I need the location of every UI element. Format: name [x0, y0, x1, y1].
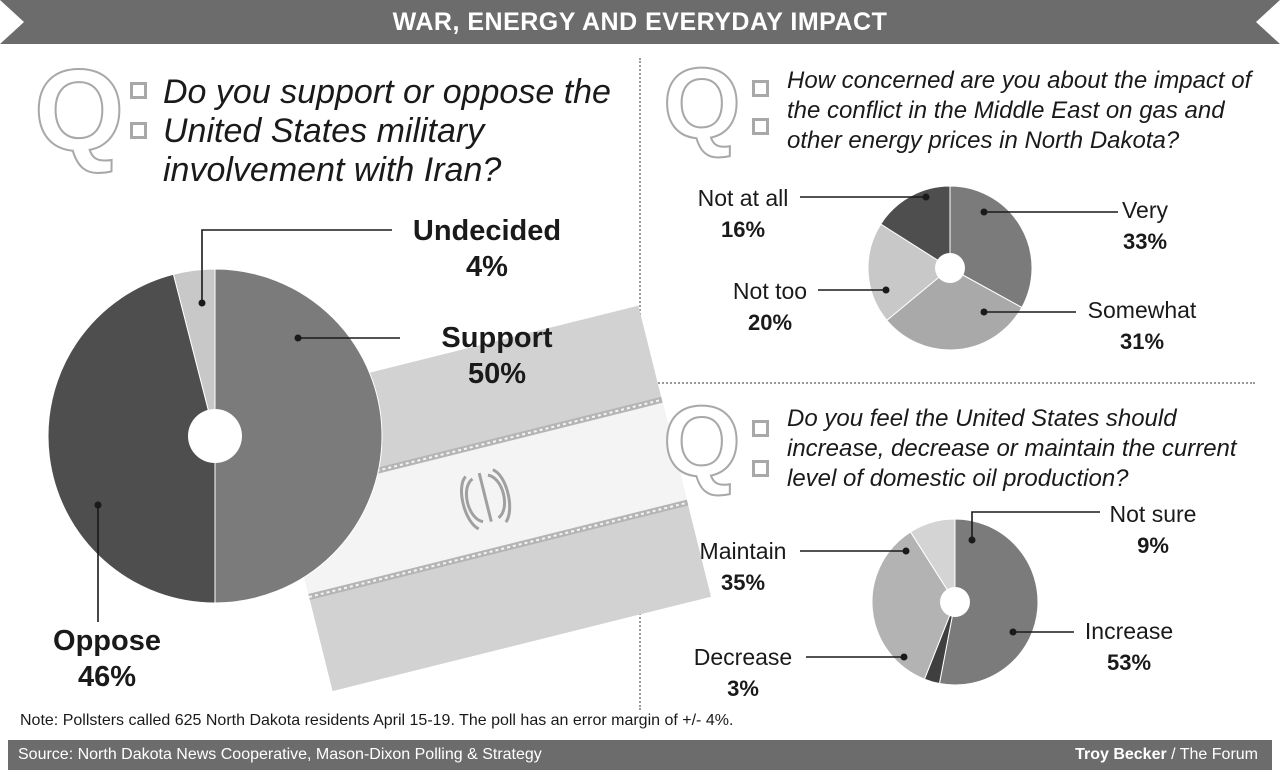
label-name: Not sure — [1109, 501, 1197, 527]
pie-slice-not-too — [867, 223, 951, 321]
pie-center-hole — [188, 409, 242, 463]
pie-slice-support — [214, 268, 383, 604]
label-value: 31% — [1119, 329, 1165, 354]
pie-center-hole — [940, 587, 970, 617]
label-value: 35% — [720, 570, 766, 595]
leader-line-not-sure — [971, 511, 1100, 540]
label-value: 33% — [1122, 229, 1168, 254]
question-military-involvement: Do you support or oppose the United Stat… — [163, 73, 611, 189]
pie-center-hole — [935, 253, 965, 283]
question-oil-production: Do you feel the United States should inc… — [787, 405, 1237, 492]
label-name: Undecided — [412, 215, 562, 247]
label-name: Not too — [732, 278, 808, 304]
label-value: 46% — [77, 661, 137, 693]
leader-dot-decrease — [900, 653, 908, 661]
leader-dot-not-sure — [968, 536, 976, 544]
credit-text: Troy Becker / The Forum — [1075, 740, 1258, 770]
leader-dot-increase — [1009, 628, 1017, 636]
question-q-icon: Q — [662, 386, 742, 498]
label-maintain: Maintain 35% — [686, 535, 800, 599]
question-box-icon — [752, 420, 769, 437]
label-value: 20% — [747, 310, 793, 335]
methodology-note: Note: Pollsters called 625 North Dakota … — [20, 712, 734, 729]
label-very: Very 33% — [1110, 194, 1180, 258]
question-energy-concern: How concerned are you about the impact o… — [787, 67, 1252, 154]
source-text: Source: North Dakota News Cooperative, M… — [18, 746, 542, 763]
leader-dot-maintain — [902, 547, 910, 555]
leader-line-undecided — [201, 229, 392, 303]
question-box-icon — [130, 122, 147, 139]
label-undecided: Undecided 4% — [392, 213, 582, 285]
label-value: 4% — [466, 251, 508, 283]
pie-slice-undecided — [172, 268, 216, 437]
flag-emblem-icon — [460, 468, 512, 531]
label-name: Increase — [1084, 618, 1174, 644]
question-q-icon: Q — [33, 45, 125, 175]
question-box-icon — [752, 80, 769, 97]
horizontal-divider — [655, 382, 1255, 384]
label-name: Very — [1121, 197, 1169, 223]
label-decrease: Decrease 3% — [684, 641, 802, 705]
label-value: 3% — [727, 676, 759, 701]
pie-slice-oppose — [47, 273, 216, 604]
pie-slice-maintain — [871, 531, 956, 680]
pie-slice-somewhat — [886, 267, 1023, 351]
header-banner: WAR, ENERGY AND EVERYDAY IMPACT — [0, 0, 1280, 44]
question-box-icon — [752, 118, 769, 135]
page-title: WAR, ENERGY AND EVERYDAY IMPACT — [392, 8, 888, 36]
credit-name: Troy Becker — [1075, 746, 1167, 763]
label-value: 9% — [1137, 533, 1169, 558]
label-name: Not at all — [697, 185, 789, 211]
label-value: 16% — [720, 217, 766, 242]
label-somewhat: Somewhat 31% — [1076, 294, 1208, 358]
leader-dot-very — [980, 208, 988, 216]
label-name: Oppose — [53, 625, 161, 657]
pie-slice-not-sure — [909, 518, 956, 604]
label-increase: Increase 53% — [1074, 615, 1184, 679]
label-name: Decrease — [693, 644, 793, 670]
label-name: Support — [441, 322, 553, 354]
label-not-too: Not too 20% — [722, 275, 818, 339]
leader-dot-somewhat — [980, 308, 988, 316]
label-support: Support 50% — [430, 320, 564, 392]
banner-shape — [0, 0, 1280, 44]
label-value: 50% — [467, 358, 527, 390]
question-box-icon — [130, 82, 147, 99]
label-not-at-all: Not at all 16% — [688, 182, 798, 246]
flag-pattern-bottom — [308, 501, 688, 598]
pie-slice-increase — [938, 518, 1039, 686]
label-value: 53% — [1106, 650, 1152, 675]
leader-dot-undecided — [198, 299, 206, 307]
question-box-icon — [752, 460, 769, 477]
credit-org: / The Forum — [1166, 746, 1258, 763]
footer-bar: Source: North Dakota News Cooperative, M… — [8, 740, 1272, 770]
label-not-sure: Not sure 9% — [1098, 498, 1208, 562]
label-name: Maintain — [699, 538, 787, 564]
label-oppose: Oppose 46% — [40, 623, 174, 695]
question-q-icon: Q — [662, 48, 742, 160]
leader-dot-support — [294, 334, 302, 342]
pie-slice-very — [949, 185, 1033, 309]
leader-dot-oppose — [94, 501, 102, 509]
leader-dot-not-at-all — [922, 193, 930, 201]
label-name: Somewhat — [1087, 297, 1197, 323]
leader-dot-not-too — [882, 286, 890, 294]
